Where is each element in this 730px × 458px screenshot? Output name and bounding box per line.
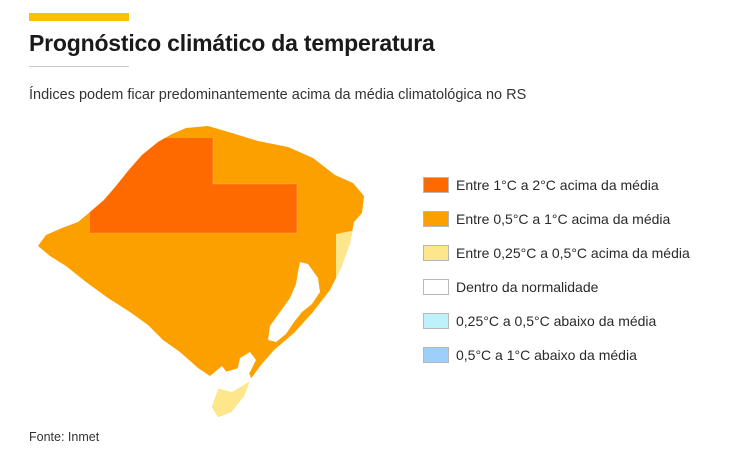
legend-swatch [423,177,449,193]
legend-swatch [423,211,449,227]
legend-item-slight-below: 0,25°C a 0,5°C abaixo da média [423,304,690,338]
legend-swatch [423,279,449,295]
region-borders [90,138,298,234]
legend-swatch [423,347,449,363]
legend-item-below: 0,5°C a 1°C abaixo da média [423,338,690,372]
map-legend: Entre 1°C a 2°C acima da média Entre 0,5… [423,168,690,372]
source-credit: Fonte: Inmet [29,430,100,444]
legend-label: Entre 0,5°C a 1°C acima da média [456,211,671,227]
legend-label: Entre 0,25°C a 0,5°C acima da média [456,245,690,261]
legend-label: Entre 1°C a 2°C acima da média [456,177,659,193]
lagoa-mirim [236,352,256,380]
lagoa-dos-patos [268,262,320,342]
title-divider [29,66,129,67]
legend-label: 0,25°C a 0,5°C abaixo da média [456,313,657,329]
accent-bar [29,13,129,21]
legend-item-slight-above: Entre 0,25°C a 0,5°C acima da média [423,236,690,270]
legend-label: Dentro da normalidade [456,279,599,295]
legend-swatch [423,245,449,261]
page-subtitle: Índices podem ficar predominantemente ac… [29,87,527,103]
region-slight-above-ne-coast [336,228,364,300]
legend-item-strong-above: Entre 1°C a 2°C acima da média [423,168,690,202]
page-title: Prognóstico climático da temperatura [29,30,435,56]
legend-swatch [423,313,449,329]
legend-item-normal: Dentro da normalidade [423,270,690,304]
legend-item-above: Entre 0,5°C a 1°C acima da média [423,202,690,236]
region-strong-above [90,138,297,233]
legend-label: 0,5°C a 1°C abaixo da média [456,347,637,363]
